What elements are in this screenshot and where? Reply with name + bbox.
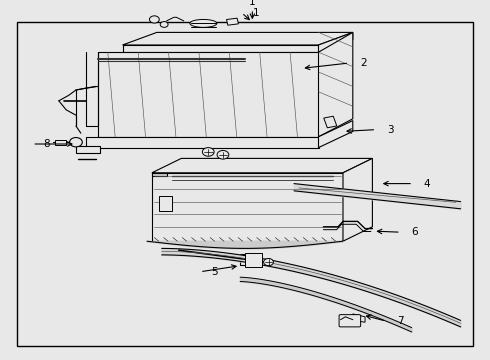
Polygon shape: [152, 158, 372, 173]
Polygon shape: [318, 32, 353, 52]
Polygon shape: [240, 254, 260, 265]
Bar: [226, 18, 239, 25]
Text: 5: 5: [211, 267, 218, 277]
Text: 4: 4: [424, 179, 431, 189]
Polygon shape: [353, 314, 365, 322]
Polygon shape: [318, 32, 353, 137]
Polygon shape: [122, 45, 318, 52]
Circle shape: [149, 16, 159, 23]
Bar: [324, 116, 337, 128]
Polygon shape: [122, 32, 353, 45]
Polygon shape: [76, 146, 100, 153]
Text: 1: 1: [249, 0, 256, 7]
Circle shape: [70, 138, 82, 147]
Bar: [245, 253, 262, 267]
Polygon shape: [152, 173, 343, 241]
Circle shape: [160, 22, 168, 27]
Bar: [159, 196, 171, 211]
Text: 1: 1: [252, 8, 259, 18]
Polygon shape: [98, 52, 318, 137]
Text: 2: 2: [360, 58, 367, 68]
Circle shape: [217, 150, 229, 159]
Ellipse shape: [190, 19, 217, 27]
Polygon shape: [318, 121, 353, 148]
Text: 7: 7: [397, 316, 404, 326]
FancyBboxPatch shape: [339, 315, 361, 327]
Text: 8: 8: [43, 139, 50, 149]
Circle shape: [264, 258, 273, 266]
Polygon shape: [86, 137, 318, 148]
Polygon shape: [152, 173, 167, 176]
Text: 6: 6: [412, 227, 418, 237]
Text: 3: 3: [387, 125, 394, 135]
Bar: [55, 140, 66, 145]
Polygon shape: [343, 158, 372, 241]
Circle shape: [202, 148, 214, 156]
